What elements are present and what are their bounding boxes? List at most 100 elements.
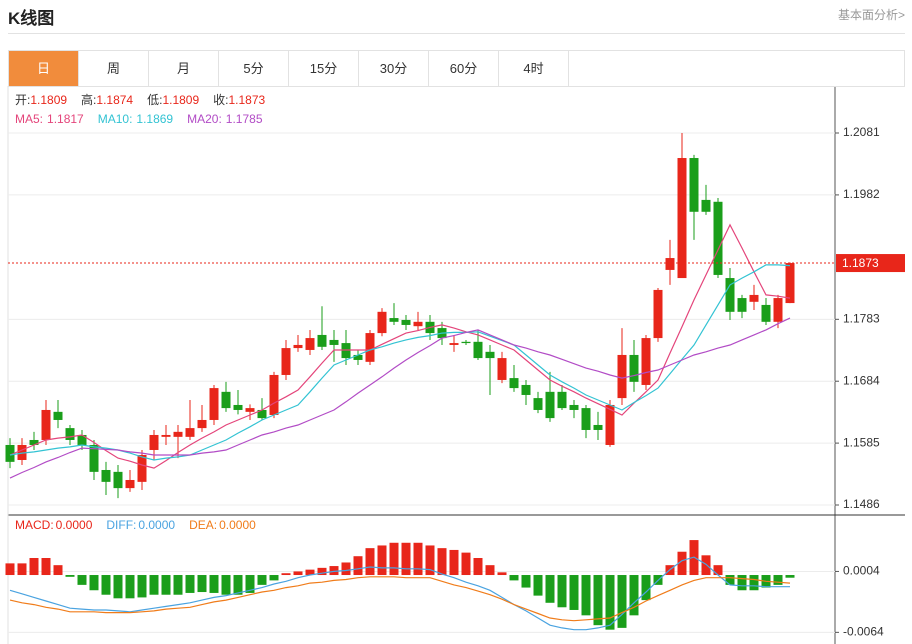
- period-tab[interactable]: 日: [9, 51, 79, 86]
- macd-bar: [125, 575, 135, 599]
- macd-bar: [617, 575, 627, 628]
- macd-bar: [269, 575, 279, 581]
- macd-bar: [209, 575, 219, 593]
- legend-value: 1.1785: [226, 112, 263, 126]
- candle-body: [353, 354, 363, 360]
- macd-bar: [53, 565, 63, 576]
- candle-body: [557, 391, 567, 409]
- candle-body: [65, 428, 75, 440]
- macd-bar: [341, 562, 351, 576]
- candle-body: [485, 351, 495, 359]
- macd-bar: [101, 575, 111, 595]
- candle-body: [533, 398, 543, 410]
- candle-body: [581, 408, 591, 430]
- candle-body: [569, 404, 579, 410]
- macd-bar: [281, 573, 291, 576]
- macd-bar: [521, 575, 531, 588]
- macd-bar: [353, 556, 363, 576]
- ma-line: [9, 223, 791, 469]
- legend-label: 低:: [147, 93, 162, 107]
- candle-body: [761, 304, 771, 322]
- header: K线图 基本面分析>: [8, 0, 905, 34]
- legend-value: 1.1809: [162, 93, 199, 107]
- ma-line: [9, 264, 791, 461]
- macd-bar: [497, 572, 507, 576]
- y-tick-label: 1.1783: [843, 311, 880, 325]
- macd-bar: [257, 575, 267, 585]
- candle-body: [689, 158, 699, 212]
- macd-bar: [137, 575, 147, 598]
- candle-body: [449, 343, 459, 345]
- period-tab[interactable]: 4时: [499, 51, 569, 86]
- macd-bar: [485, 565, 495, 576]
- macd-bar: [557, 575, 567, 608]
- candle-body: [41, 409, 51, 440]
- macd-bar: [629, 575, 639, 616]
- period-tabs: 日周月 5分 15分 30分 60分 4时: [8, 50, 905, 87]
- macd-bar: [461, 552, 471, 576]
- candle-body: [293, 344, 303, 349]
- macd-bar: [29, 558, 39, 576]
- legend-value: 0.0000: [219, 518, 256, 532]
- candle-body: [317, 334, 327, 347]
- macd-bar: [89, 575, 99, 591]
- macd-bar: [401, 542, 411, 576]
- y-tick-label: 1.1486: [843, 497, 880, 511]
- y-tick-label: 1.1684: [843, 373, 880, 387]
- macd-bar: [329, 566, 339, 576]
- macd-bar: [449, 549, 459, 576]
- macd-line: [9, 576, 791, 622]
- macd-bar: [533, 575, 543, 596]
- period-tab[interactable]: 30分: [359, 51, 429, 86]
- macd-bar: [377, 545, 387, 576]
- macd-bar: [5, 563, 15, 576]
- candle-body: [305, 338, 315, 350]
- candle-body: [473, 341, 483, 359]
- legend-label: 高:: [81, 92, 96, 107]
- macd-bar: [473, 558, 483, 576]
- macd-bar: [641, 575, 651, 601]
- candle-body: [545, 391, 555, 419]
- candle-body: [737, 298, 747, 312]
- candle-body: [137, 454, 147, 482]
- candle-body: [245, 408, 255, 412]
- macd-bar: [113, 575, 123, 599]
- period-tab[interactable]: 60分: [429, 51, 499, 86]
- legend-label: DEA:: [189, 518, 217, 532]
- legend-value: 1.1873: [228, 93, 265, 107]
- period-tab[interactable]: 5分: [219, 51, 289, 86]
- macd-bar: [437, 548, 447, 576]
- period-tab[interactable]: 周: [79, 51, 149, 86]
- legend-label: MA20:: [187, 112, 222, 126]
- macd-bar: [773, 575, 783, 585]
- period-tab[interactable]: 15分: [289, 51, 359, 86]
- legend-label: MA10:: [98, 112, 133, 126]
- candle-body: [77, 434, 87, 445]
- macd-bar: [161, 575, 171, 595]
- candle-body: [677, 158, 687, 279]
- macd-bar: [413, 542, 423, 576]
- candle-body: [653, 289, 663, 339]
- candle-body: [749, 294, 759, 302]
- legend-value: 0.0000: [138, 518, 175, 532]
- legend-label: 收:: [213, 93, 228, 107]
- candle-body: [389, 318, 399, 322]
- candle-body: [509, 378, 519, 389]
- y-tick-label: 1.2081: [843, 125, 880, 139]
- macd-bar: [77, 575, 87, 585]
- macd-bar: [389, 542, 399, 576]
- candle-body: [221, 391, 231, 409]
- candle-body: [125, 479, 135, 489]
- macd-bar: [581, 575, 591, 616]
- candle-body: [617, 354, 627, 399]
- candle-body: [725, 278, 735, 312]
- candle-body: [329, 339, 339, 345]
- candle-body: [233, 404, 243, 410]
- analysis-link[interactable]: 基本面分析>: [837, 8, 905, 22]
- legend-value: 1.1869: [136, 112, 173, 126]
- period-tab[interactable]: 月: [149, 51, 219, 86]
- ma-line: [9, 317, 791, 479]
- macd-bar: [605, 575, 615, 630]
